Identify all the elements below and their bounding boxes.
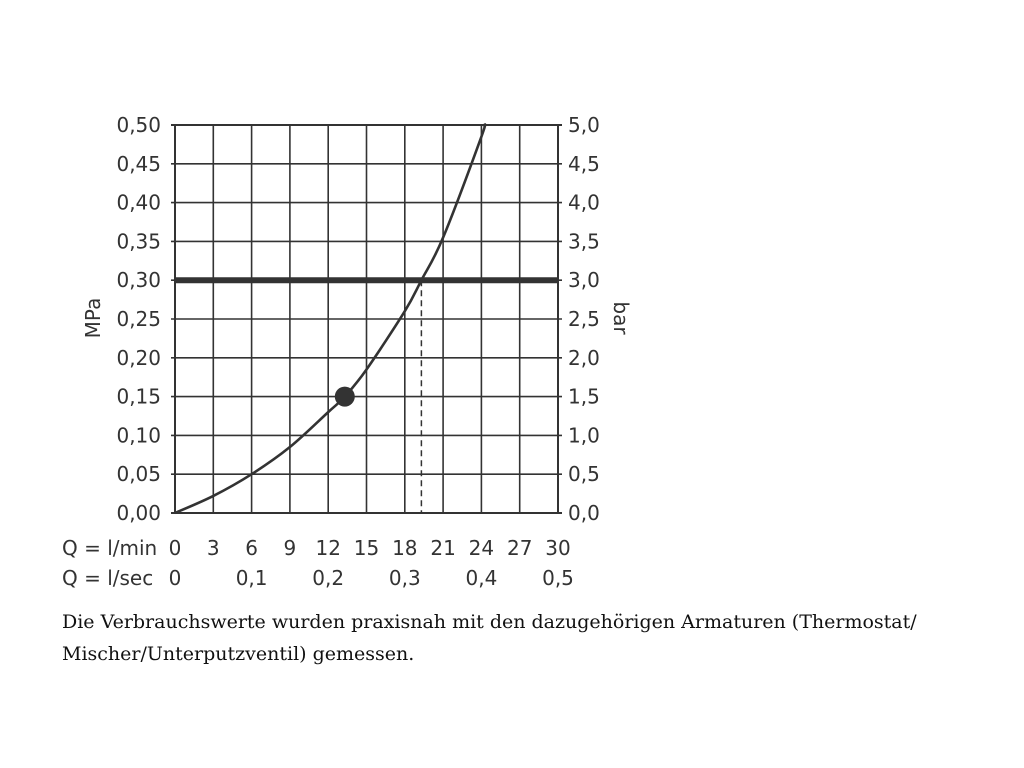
right-tick-label: 2,5 (568, 307, 600, 331)
x-primary-tick-label: 3 (207, 536, 220, 560)
right-tick-label: 1,5 (568, 385, 600, 409)
x-primary-tick-label: 30 (545, 536, 570, 560)
grid (171, 124, 562, 514)
left-tick-label: 0,35 (116, 229, 161, 253)
right-axis-ticks: 0,0 0,5 1,0 1,5 2,0 2,5 3,0 3,5 4,0 4,5 5,0 (568, 113, 600, 525)
curve-layer (174, 123, 487, 515)
right-tick-label: 1,0 (568, 423, 600, 447)
x-primary-tick-label: 15 (354, 536, 379, 560)
left-tick-label: 0,30 (116, 268, 161, 292)
x-secondary-tick-label: 0,2 (312, 566, 344, 590)
right-tick-label: 4,5 (568, 152, 600, 176)
left-tick-label: 0,15 (116, 385, 161, 409)
x-primary-tick-label: 6 (245, 536, 258, 560)
right-tick-label: 0,5 (568, 462, 600, 486)
right-tick-label: 3,5 (568, 229, 600, 253)
x-secondary-tick-label: 0 (169, 566, 182, 590)
x-primary-tick-label: 18 (392, 536, 417, 560)
right-tick-label: 0,0 (568, 501, 600, 525)
x-primary-tick-label: 21 (430, 536, 455, 560)
x-primary-axis-label: Q = l/min (62, 536, 157, 560)
right-axis-label: bar (609, 301, 633, 335)
x-primary-tick-label: 24 (469, 536, 494, 560)
x-axis-ticks: 0 3 6 9 12 15 18 21 24 27 30 0 0,1 0,2 0,3 0,4 0,5 (169, 536, 574, 590)
left-axis-ticks: 0,00 0,05 0,10 0,15 0,20 0,25 0,30 0,35 0,40 0,45… (116, 113, 161, 525)
x-primary-tick-label: 27 (507, 536, 532, 560)
marker-point (334, 386, 355, 407)
x-secondary-tick-label: 0,4 (465, 566, 497, 590)
x-secondary-tick-label: 0,3 (389, 566, 421, 590)
x-primary-tick-label: 0 (169, 536, 182, 560)
left-tick-label: 0,05 (116, 462, 161, 486)
x-primary-tick-label: 9 (284, 536, 297, 560)
left-tick-label: 0,20 (116, 346, 161, 370)
right-tick-label: 2,0 (568, 346, 600, 370)
left-tick-label: 0,45 (116, 152, 161, 176)
reference-layer (175, 277, 558, 513)
left-tick-label: 0,00 (116, 501, 161, 525)
right-tick-label: 3,0 (568, 268, 600, 292)
left-tick-label: 0,10 (116, 423, 161, 447)
series-curve (174, 123, 487, 515)
left-tick-label: 0,40 (116, 191, 161, 215)
right-tick-label: 4,0 (568, 191, 600, 215)
left-tick-label: 0,50 (116, 113, 161, 137)
x-secondary-tick-label: 0,5 (542, 566, 574, 590)
caption-text: Die Verbrauchswerte wurden praxisnah mit… (62, 611, 917, 665)
x-secondary-axis-label: Q = l/sec (62, 566, 153, 590)
right-tick-label: 5,0 (568, 113, 600, 137)
x-primary-tick-label: 12 (315, 536, 340, 560)
left-tick-label: 0,25 (116, 307, 161, 331)
left-axis-label: MPa (81, 298, 105, 339)
x-secondary-tick-label: 0,1 (236, 566, 268, 590)
